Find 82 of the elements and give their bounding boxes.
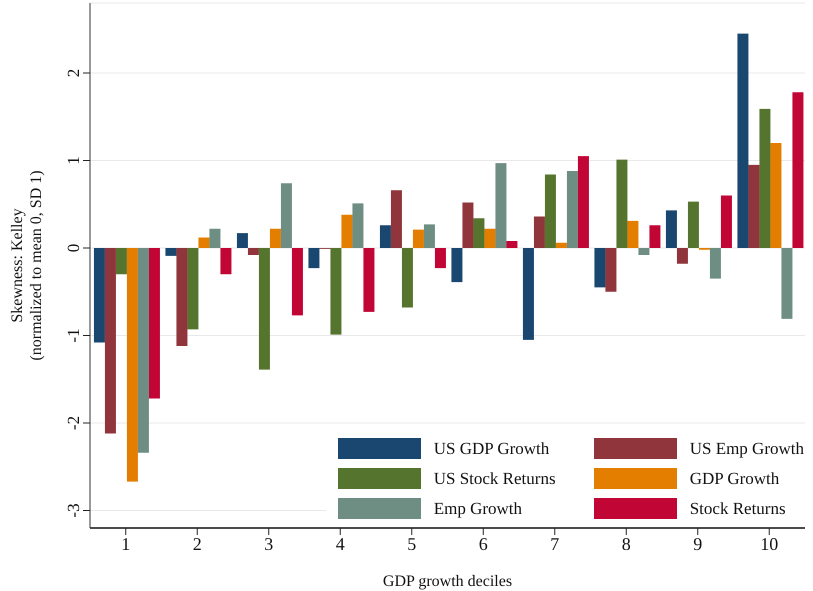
bar xyxy=(737,34,748,248)
bar xyxy=(198,238,210,248)
bar xyxy=(638,248,650,255)
bar xyxy=(292,248,303,316)
x-tick-label: 4 xyxy=(336,534,345,554)
bar xyxy=(434,248,446,268)
bar xyxy=(412,230,424,248)
bar xyxy=(116,248,127,274)
bar xyxy=(792,92,804,248)
bar xyxy=(126,248,138,482)
y-axis-title: Skewness: Kelley (normalized to mean 0, SD 1) xyxy=(9,170,45,361)
bar xyxy=(380,225,391,248)
bar xyxy=(270,228,281,248)
y-tick-label: 2 xyxy=(64,68,83,78)
bar xyxy=(748,164,760,248)
bar xyxy=(627,220,638,248)
bar xyxy=(330,248,342,335)
bar xyxy=(710,248,721,279)
y-tick-label: 1 xyxy=(64,156,83,165)
bar xyxy=(688,202,699,248)
legend-label: US Stock Returns xyxy=(434,468,556,488)
bar xyxy=(104,248,116,434)
bar xyxy=(363,248,374,312)
bar xyxy=(556,242,567,248)
bar xyxy=(138,248,149,453)
bar xyxy=(451,248,462,282)
bar xyxy=(605,248,616,292)
bar xyxy=(236,233,248,248)
bar xyxy=(187,248,198,330)
bar xyxy=(352,203,364,248)
bar xyxy=(506,241,518,248)
legend-label: US Emp Growth xyxy=(690,438,804,458)
legend-label: Stock Returns xyxy=(690,498,786,518)
bar xyxy=(220,248,232,274)
bar xyxy=(258,248,270,370)
x-axis-title: GDP growth deciles xyxy=(382,573,512,590)
x-tick-label: 6 xyxy=(478,534,488,554)
legend-label: GDP Growth xyxy=(690,468,780,488)
bar xyxy=(544,174,556,248)
bar xyxy=(390,190,402,248)
bar xyxy=(424,224,435,248)
x-tick-label: 3 xyxy=(264,534,274,554)
bar xyxy=(676,248,688,264)
bar xyxy=(176,248,188,346)
legend-label: US GDP Growth xyxy=(434,438,550,458)
bar xyxy=(484,228,496,248)
bar xyxy=(578,156,589,248)
y-tick-label: -3 xyxy=(64,503,83,518)
x-tick-label: 2 xyxy=(192,534,202,554)
x-tick-label: 9 xyxy=(693,534,702,554)
x-tick-label: 1 xyxy=(121,534,130,554)
bar xyxy=(473,218,484,248)
bar xyxy=(534,216,545,248)
y-tick-label: -2 xyxy=(64,416,83,430)
bar xyxy=(616,160,628,248)
x-tick-label: 7 xyxy=(550,534,560,554)
bar xyxy=(649,225,660,248)
bar xyxy=(666,210,677,248)
bar xyxy=(495,163,506,248)
bar xyxy=(308,248,320,268)
bar xyxy=(248,248,259,255)
y-tick-label: 0 xyxy=(64,244,83,252)
x-tick-label: 8 xyxy=(622,534,631,554)
bar xyxy=(148,248,160,398)
bar xyxy=(770,143,782,248)
bar xyxy=(759,108,770,248)
bar xyxy=(781,248,792,319)
bar xyxy=(566,171,578,248)
legend-label: Emp Growth xyxy=(434,498,522,518)
bar xyxy=(720,196,732,248)
bar xyxy=(402,248,413,308)
bar xyxy=(165,248,176,256)
x-tick-label: 10 xyxy=(760,534,778,554)
bar xyxy=(462,202,474,248)
bar xyxy=(522,248,534,340)
bar xyxy=(209,228,220,248)
bar xyxy=(341,214,352,248)
bar xyxy=(280,183,292,248)
y-tick-label: -1 xyxy=(64,328,83,343)
bar xyxy=(94,248,105,342)
x-tick-label: 5 xyxy=(407,534,416,554)
bar xyxy=(594,248,606,288)
